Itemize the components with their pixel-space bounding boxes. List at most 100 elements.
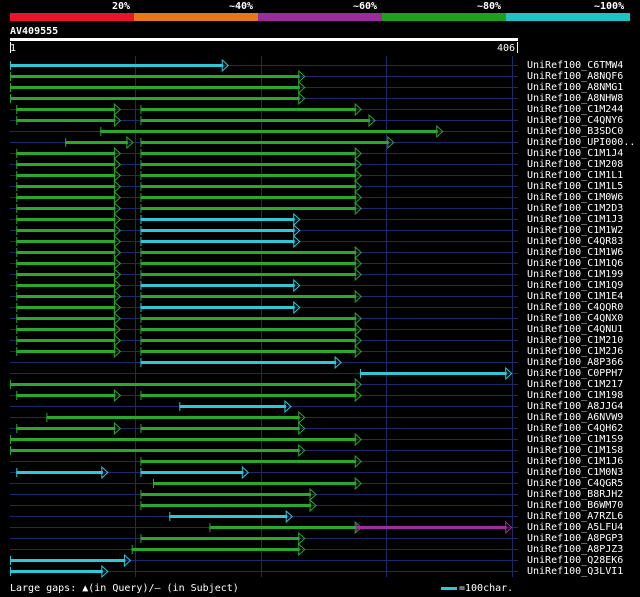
hit-segment-arrow bbox=[298, 421, 306, 436]
hit-segment-arrow bbox=[354, 168, 362, 183]
hit-segment-arrow bbox=[113, 234, 122, 249]
hit-segment bbox=[16, 185, 116, 188]
hit-segment bbox=[10, 449, 300, 452]
hit-segment-arrow bbox=[298, 410, 306, 425]
legend-label-100: ~100% bbox=[594, 1, 625, 12]
hit-name-label[interactable]: UniRef100_A8JJG4 bbox=[527, 401, 624, 412]
hit-segment bbox=[140, 460, 357, 463]
hit-name-label[interactable]: UniRef100_C1M1S8 bbox=[527, 445, 624, 456]
hit-segment-arrow bbox=[123, 553, 132, 568]
hit-name-label[interactable]: UniRef100_C4QGR5 bbox=[527, 478, 624, 489]
hit-segment bbox=[16, 207, 116, 210]
hit-segment bbox=[140, 471, 244, 474]
hit-segment-arrow bbox=[334, 355, 342, 370]
hit-name-label[interactable]: UniRef100_UPI000.. bbox=[527, 137, 636, 148]
query-bar bbox=[10, 38, 518, 41]
hit-name-label[interactable]: UniRef100_C4QNX0 bbox=[527, 313, 624, 324]
hit-segment bbox=[359, 372, 507, 375]
hit-segment-arrow bbox=[113, 344, 122, 359]
hit-segment-arrow bbox=[368, 113, 376, 128]
hit-segment bbox=[10, 75, 300, 78]
hit-segment bbox=[140, 174, 357, 177]
hit-segment bbox=[16, 317, 116, 320]
hit-name-label[interactable]: UniRef100_B8RJH2 bbox=[527, 489, 624, 500]
hit-segment-arrow bbox=[113, 157, 122, 172]
hit-name-label[interactable]: UniRef100_C1M1E4 bbox=[527, 291, 624, 302]
hit-segment bbox=[152, 482, 357, 485]
hit-name-label[interactable]: UniRef100_C1M1L1 bbox=[527, 170, 624, 181]
hit-segment-arrow bbox=[387, 135, 395, 150]
hit-segment-arrow bbox=[113, 168, 122, 183]
hit-name-label[interactable]: UniRef100_C6TMW4 bbox=[527, 60, 624, 71]
hit-segment-arrow bbox=[113, 300, 122, 315]
hit-segment bbox=[16, 284, 116, 287]
hit-segment bbox=[140, 108, 357, 111]
hit-segment-arrow bbox=[354, 190, 362, 205]
legend-bin-100 bbox=[506, 13, 630, 21]
hit-name-label[interactable]: UniRef100_A8NQF6 bbox=[527, 71, 624, 82]
hit-segment bbox=[209, 526, 357, 529]
hit-name-label[interactable]: UniRef100_A5LFU4 bbox=[527, 522, 624, 533]
hit-name-label[interactable]: UniRef100_B6WM70 bbox=[527, 500, 624, 511]
hit-name-label[interactable]: UniRef100_A7RZL6 bbox=[527, 511, 624, 522]
hit-segment bbox=[140, 361, 337, 364]
hit-name-label[interactable]: UniRef100_C4QNY6 bbox=[527, 115, 624, 126]
hit-name-label[interactable]: UniRef100_A8NHW8 bbox=[527, 93, 624, 104]
hit-segment-arrow bbox=[293, 212, 301, 227]
hit-name-label[interactable]: UniRef100_Q3LVI1 bbox=[527, 566, 624, 577]
hit-name-label[interactable]: UniRef100_C1M1W6 bbox=[527, 247, 624, 258]
hit-name-label[interactable]: UniRef100_C1M1Q6 bbox=[527, 258, 624, 269]
hit-name-label[interactable]: UniRef100_C1M1S9 bbox=[527, 434, 624, 445]
hit-name-label[interactable]: UniRef100_C1M244 bbox=[527, 104, 624, 115]
hit-name-label[interactable]: UniRef100_C1M217 bbox=[527, 379, 624, 390]
hit-name-label[interactable]: UniRef100_C4QH62 bbox=[527, 423, 624, 434]
hit-name-label[interactable]: UniRef100_C1M1W2 bbox=[527, 225, 624, 236]
hit-segment-arrow bbox=[293, 234, 301, 249]
hit-segment-arrow bbox=[293, 300, 301, 315]
hit-segment bbox=[16, 240, 116, 243]
hit-name-label[interactable]: UniRef100_C4QQR0 bbox=[527, 302, 624, 313]
hit-name-label[interactable]: UniRef100_C1M1J3 bbox=[527, 214, 624, 225]
hit-segment-arrow bbox=[113, 179, 122, 194]
hit-segment bbox=[140, 306, 295, 309]
hit-name-label[interactable]: UniRef100_B3SDC0 bbox=[527, 126, 624, 137]
hit-segment bbox=[140, 504, 312, 507]
hit-name-label[interactable]: UniRef100_C1M0W6 bbox=[527, 192, 624, 203]
hit-name-label[interactable]: UniRef100_C1M2J6 bbox=[527, 346, 624, 357]
hit-name-label[interactable]: UniRef100_C1M199 bbox=[527, 269, 624, 280]
hit-segment bbox=[10, 559, 126, 562]
hit-segment-arrow bbox=[354, 520, 362, 535]
hit-name-label[interactable]: UniRef100_C1M1L5 bbox=[527, 181, 624, 192]
hit-segment bbox=[179, 405, 286, 408]
hit-name-label[interactable]: UniRef100_Q28EK6 bbox=[527, 555, 624, 566]
hit-segment bbox=[65, 141, 128, 144]
hit-name-label[interactable]: UniRef100_C4QR83 bbox=[527, 236, 624, 247]
hit-name-label[interactable]: UniRef100_A8P366 bbox=[527, 357, 624, 368]
hit-name-label[interactable]: UniRef100_C0PPH7 bbox=[527, 368, 624, 379]
hit-segment-arrow bbox=[354, 454, 362, 469]
hit-name-label[interactable]: UniRef100_C1M208 bbox=[527, 159, 624, 170]
hit-segment bbox=[16, 262, 116, 265]
hit-name-label[interactable]: UniRef100_C1M1J6 bbox=[527, 456, 624, 467]
hit-name-label[interactable]: UniRef100_C1M0N3 bbox=[527, 467, 624, 478]
hit-segment bbox=[16, 163, 116, 166]
hit-segment bbox=[140, 152, 357, 155]
hit-segment bbox=[140, 427, 300, 430]
hit-name-label[interactable]: UniRef100_A8PGP3 bbox=[527, 533, 624, 544]
hit-segment bbox=[169, 515, 288, 518]
hit-name-label[interactable]: UniRef100_C1M2D3 bbox=[527, 203, 624, 214]
hit-name-label[interactable]: UniRef100_A8NMG1 bbox=[527, 82, 624, 93]
hit-segment-arrow bbox=[126, 135, 134, 150]
hit-name-label[interactable]: UniRef100_C1M1J4 bbox=[527, 148, 624, 159]
hit-segment-arrow bbox=[113, 278, 122, 293]
hit-segment bbox=[140, 141, 389, 144]
hit-name-label[interactable]: UniRef100_C1M198 bbox=[527, 390, 624, 401]
hit-name-label[interactable]: UniRef100_C4QNU1 bbox=[527, 324, 624, 335]
hit-segment bbox=[16, 394, 116, 397]
hit-name-label[interactable]: UniRef100_C1M210 bbox=[527, 335, 624, 346]
hit-name-label[interactable]: UniRef100_A6NVW9 bbox=[527, 412, 624, 423]
hit-segment bbox=[46, 416, 300, 419]
hit-name-label[interactable]: UniRef100_A8PJZ3 bbox=[527, 544, 624, 555]
hit-segment-arrow bbox=[113, 333, 122, 348]
hit-name-label[interactable]: UniRef100_C1M1Q9 bbox=[527, 280, 624, 291]
